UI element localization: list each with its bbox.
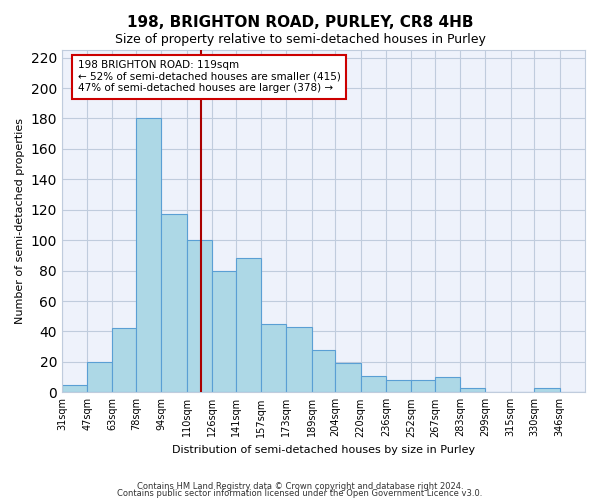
Text: Contains public sector information licensed under the Open Government Licence v3: Contains public sector information licen… xyxy=(118,488,482,498)
Bar xyxy=(386,380,411,392)
Bar xyxy=(161,214,187,392)
Bar xyxy=(87,362,112,392)
Bar xyxy=(361,376,386,392)
Text: 198, BRIGHTON ROAD, PURLEY, CR8 4HB: 198, BRIGHTON ROAD, PURLEY, CR8 4HB xyxy=(127,15,473,30)
Bar xyxy=(62,384,87,392)
Bar xyxy=(335,364,361,392)
Bar xyxy=(112,328,136,392)
Bar xyxy=(136,118,161,392)
Text: 198 BRIGHTON ROAD: 119sqm
← 52% of semi-detached houses are smaller (415)
47% of: 198 BRIGHTON ROAD: 119sqm ← 52% of semi-… xyxy=(77,60,340,94)
Bar xyxy=(261,324,286,392)
Bar xyxy=(286,327,311,392)
Bar xyxy=(187,240,212,392)
Bar xyxy=(236,258,261,392)
Bar xyxy=(212,270,236,392)
X-axis label: Distribution of semi-detached houses by size in Purley: Distribution of semi-detached houses by … xyxy=(172,445,475,455)
Text: Contains HM Land Registry data © Crown copyright and database right 2024.: Contains HM Land Registry data © Crown c… xyxy=(137,482,463,491)
Text: Size of property relative to semi-detached houses in Purley: Size of property relative to semi-detach… xyxy=(115,32,485,46)
Y-axis label: Number of semi-detached properties: Number of semi-detached properties xyxy=(15,118,25,324)
Bar xyxy=(311,350,335,393)
Bar xyxy=(411,380,435,392)
Bar xyxy=(435,377,460,392)
Bar xyxy=(535,388,560,392)
Bar xyxy=(460,388,485,392)
